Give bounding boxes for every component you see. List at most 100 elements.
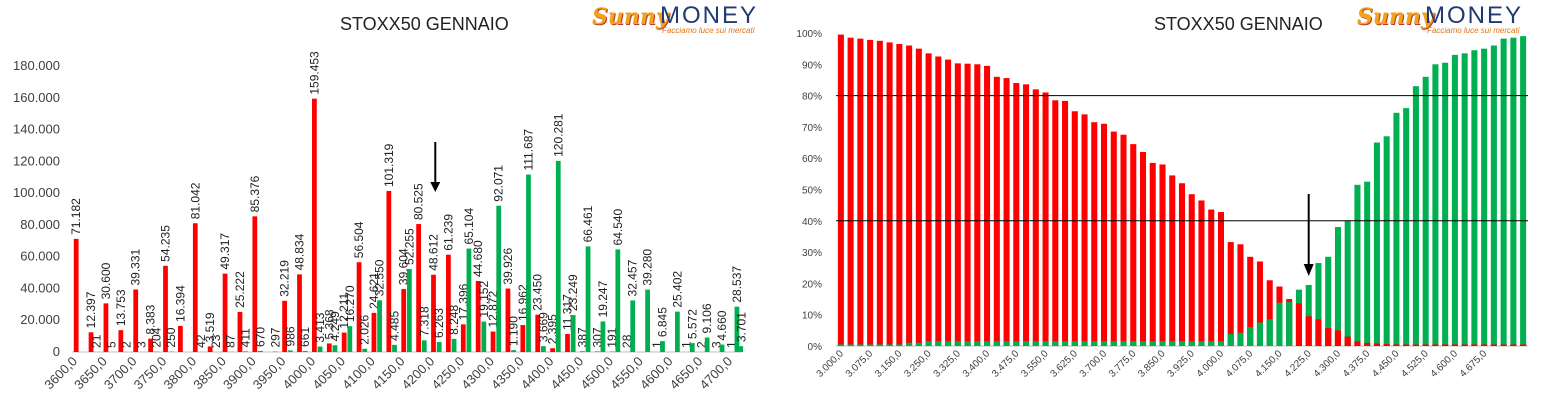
bar-red: [1198, 200, 1205, 346]
data-label: 411: [239, 328, 253, 347]
bar-green: [993, 341, 1000, 346]
logo-sunny: Sunny: [592, 4, 669, 30]
bar-green: [734, 306, 740, 352]
data-label: 42: [194, 334, 208, 348]
x-tick-label: 4100,0: [339, 354, 378, 393]
bar-red: [1383, 344, 1390, 346]
bar-red: [867, 39, 874, 347]
x-tick-label: 4300,0: [458, 354, 497, 393]
bar-green: [302, 350, 308, 352]
data-label: 16.270: [343, 285, 357, 322]
data-label: 250: [164, 327, 178, 347]
bar-green: [585, 246, 591, 352]
bar-green: [555, 160, 561, 352]
bar-green: [1178, 341, 1186, 346]
bar-red: [490, 331, 496, 352]
bar-green: [615, 249, 621, 352]
bar-red: [964, 63, 971, 346]
y-tick-label: 80.000: [20, 217, 60, 232]
bar-red: [984, 65, 991, 347]
y-tick-label: 140.000: [13, 122, 60, 137]
data-label: 101.319: [382, 143, 396, 187]
data-label: 39.331: [129, 248, 143, 285]
bar-red: [341, 332, 347, 352]
bar-red: [1471, 344, 1478, 346]
data-label: 64.540: [611, 208, 625, 245]
bar-green: [317, 346, 323, 352]
data-label: 204: [149, 327, 163, 347]
bar-green: [1461, 53, 1468, 346]
bar-red: [1042, 92, 1049, 346]
bar-green: [847, 344, 854, 346]
data-label: 30.600: [99, 262, 113, 299]
bar-green: [1032, 341, 1039, 346]
x-tick-label: 4.000,0: [1195, 348, 1227, 380]
data-label: 2: [119, 341, 133, 348]
x-tick-label: 3.325,0: [932, 348, 964, 380]
bar-green: [407, 268, 412, 352]
bar-red: [1247, 256, 1254, 346]
bar-green: [1432, 64, 1439, 347]
bar-red: [1325, 327, 1332, 346]
bar-green: [600, 321, 606, 352]
bar-red: [148, 338, 153, 352]
bar-green: [837, 344, 844, 346]
chart-panel-right: STOXX50 GENNAIO Sunny MONEY Facciamo luc…: [771, 0, 1542, 403]
bar-red: [282, 300, 287, 352]
bar-red: [876, 40, 883, 346]
data-label: 3.413: [313, 312, 327, 342]
bar-green: [481, 321, 487, 352]
bar-green: [1237, 332, 1244, 346]
bar-red: [252, 216, 258, 352]
bar-green: [451, 338, 457, 352]
bar-red: [103, 303, 109, 352]
bar-red: [1481, 344, 1488, 346]
bar-red: [906, 45, 913, 347]
x-tick-label: 3.400,0: [961, 348, 993, 380]
x-tick-label: 4.150,0: [1253, 348, 1285, 380]
data-label: 111.687: [521, 129, 535, 171]
bar-red: [974, 64, 981, 347]
x-tick-label: 4000,0: [280, 354, 319, 393]
x-tick-label: 3600,0: [41, 354, 80, 393]
bar-red: [1354, 341, 1361, 346]
bar-green: [1081, 341, 1088, 346]
data-label: 12.397: [84, 291, 98, 328]
data-label: 32.219: [278, 260, 292, 297]
x-tick-label: 4350,0: [488, 354, 527, 393]
bar-red: [416, 224, 421, 352]
data-label: 4.485: [387, 311, 401, 341]
data-label: 2.026: [358, 314, 372, 344]
data-label: 25.222: [233, 271, 247, 308]
bar-red: [163, 265, 168, 352]
data-label: 8.383: [144, 304, 158, 334]
data-label: 32.550: [373, 259, 387, 296]
bar-red: [1101, 123, 1108, 347]
data-label: 21: [90, 334, 104, 348]
bar-chart-open-interest: 0 20.000 40.000 60.000 80.000 100.000 120.000 1…: [13, 51, 749, 393]
data-label: 71.182: [69, 198, 83, 235]
bar-red: [118, 330, 124, 352]
y-tick-label: 160.000: [13, 90, 60, 105]
bar-green: [496, 205, 502, 352]
bar-green: [1052, 341, 1059, 346]
x-tick-label: 3850,0: [190, 354, 229, 393]
bar-green: [1256, 322, 1263, 346]
bar-green: [1217, 341, 1225, 346]
x-tick-label: 3.250,0: [902, 348, 934, 380]
data-label: 3: [709, 341, 723, 348]
bar-red: [580, 351, 585, 352]
bar-green: [1451, 54, 1458, 346]
data-label: 1: [680, 341, 694, 348]
data-label: 87: [224, 334, 238, 348]
bar-green: [1208, 341, 1215, 346]
bar-green: [1188, 341, 1195, 346]
bar-green: [1062, 341, 1069, 346]
bar-green: [1198, 341, 1205, 346]
x-tick-label: 3650,0: [71, 354, 110, 393]
data-label: 5: [105, 341, 119, 348]
bar-green: [436, 342, 442, 352]
x-tick-label: 4500,0: [577, 354, 616, 393]
bar-green: [1354, 184, 1361, 346]
logo-tagline: Facciamo luce sui mercati: [1427, 26, 1520, 35]
